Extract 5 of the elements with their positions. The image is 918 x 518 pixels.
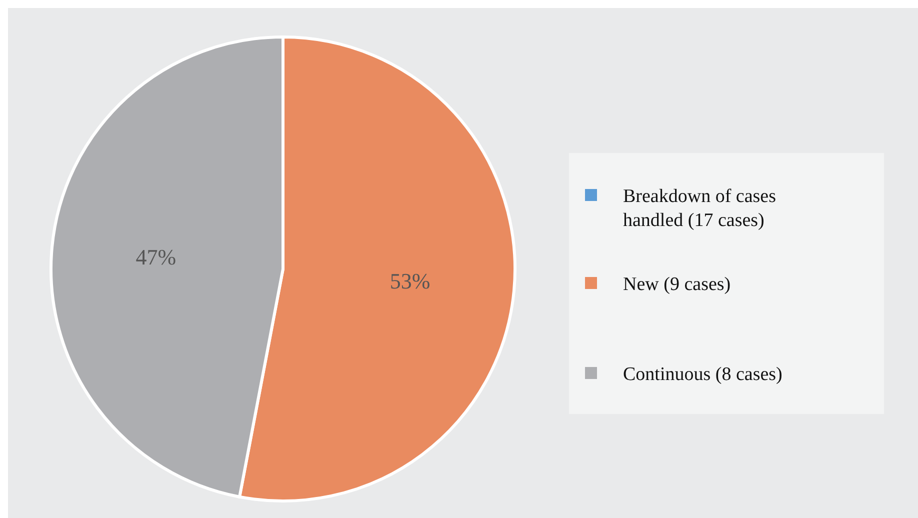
data-label: 47% [136, 244, 176, 270]
legend-label: Continuous (8 cases) [623, 363, 784, 387]
legend-label: New (9 cases) [623, 273, 732, 297]
legend-label: Breakdown of cases handled (17 cases) [623, 185, 778, 233]
data-label: 53% [390, 268, 430, 294]
